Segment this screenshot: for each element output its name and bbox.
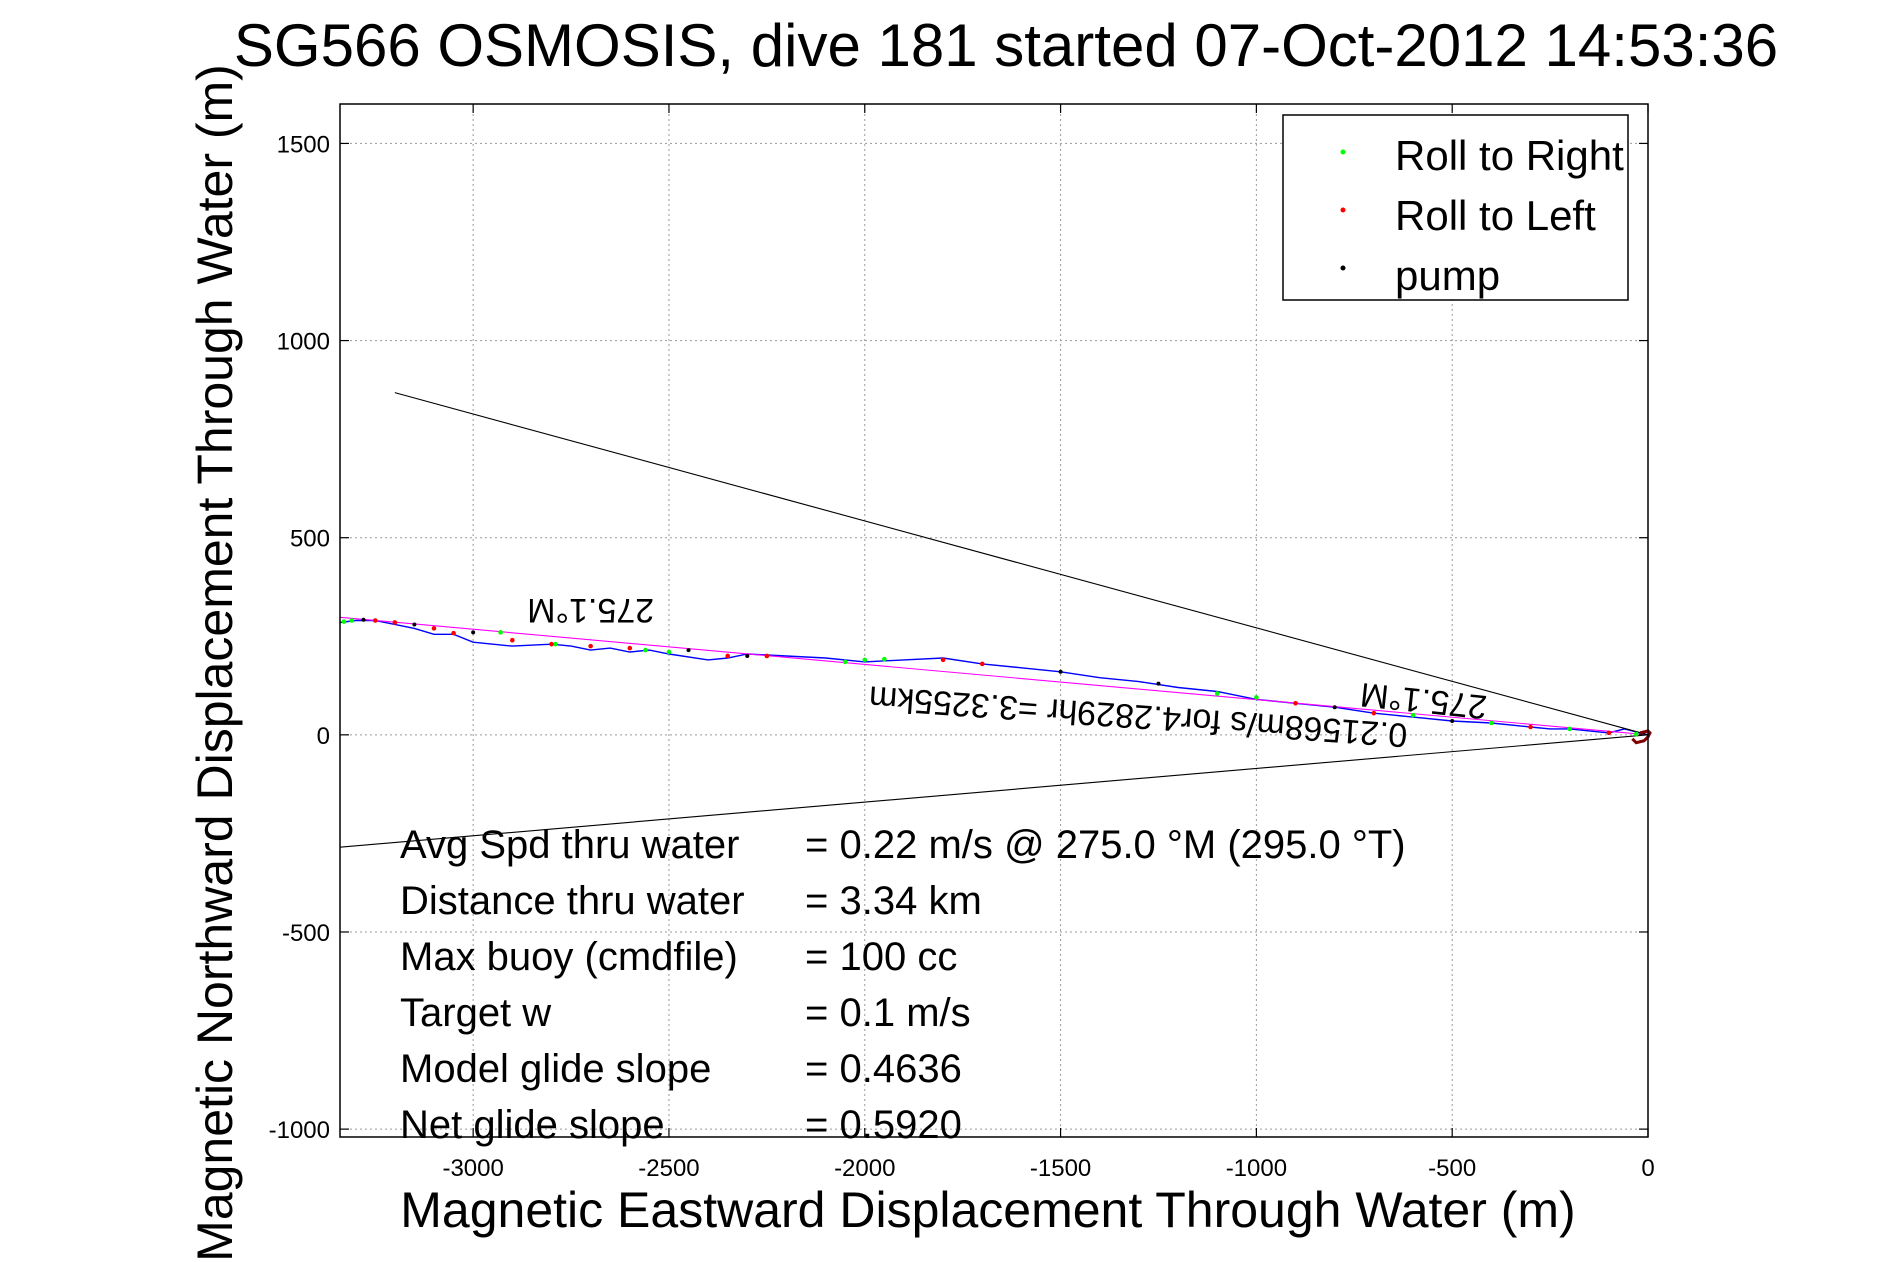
- stat-value-max-buoy: = 100 cc: [805, 935, 957, 979]
- legend-box: [1282, 114, 1629, 301]
- x-tick-label: 0: [1641, 1155, 1654, 1182]
- y-tick-label: 0: [317, 723, 330, 750]
- chart-title: SG566 OSMOSIS, dive 181 started 07-Oct-2…: [234, 12, 1778, 79]
- roll-right-marker: [882, 656, 887, 662]
- roll-left-marker: [392, 620, 398, 625]
- legend-entry-pump: pump: [1340, 252, 1500, 299]
- stat-label-distance: Distance thru water: [400, 879, 745, 923]
- legend-label-pump: pump: [1395, 252, 1500, 299]
- stat-value-distance: = 3.34 km: [805, 879, 982, 923]
- x-tick-label: -3000: [442, 1155, 503, 1182]
- roll-right-marker: [1254, 695, 1259, 700]
- roll-left-marker: [451, 630, 456, 636]
- series-wedge-upper: [394, 392, 1649, 736]
- series-layer: [339, 392, 1649, 848]
- pump-marker: [361, 617, 366, 622]
- roll-right-marker: [349, 618, 355, 623]
- x-axis-label: Magnetic Eastward Displacement Through W…: [400, 1182, 1575, 1238]
- pump-marker: [1450, 719, 1455, 724]
- roll-left-marker: [588, 643, 593, 649]
- heading-annotation: 275.1°M: [527, 591, 654, 629]
- stat-label-max-buoy: Max buoy (cmdfile): [400, 935, 738, 979]
- roll-right-marker: [341, 619, 347, 624]
- legend-entry-roll-to-right: Roll to Right: [1340, 132, 1624, 179]
- x-tick-label: -1500: [1030, 1155, 1091, 1182]
- legend-marker-roll-to-left: [1340, 207, 1346, 213]
- y-tick-label: 1500: [277, 131, 330, 158]
- stat-label-model-glide: Model glide slope: [400, 1047, 711, 1091]
- roll-left-marker: [627, 645, 633, 651]
- roll-left-marker: [1528, 724, 1533, 730]
- x-tick-label: -2500: [638, 1155, 699, 1182]
- legend-label-roll-to-right: Roll to Right: [1395, 132, 1624, 179]
- roll-right-marker: [842, 659, 848, 665]
- x-tick-label: -1000: [1226, 1155, 1287, 1182]
- roll-right-marker: [498, 630, 503, 635]
- y-tick-label: -500: [282, 920, 330, 947]
- y-tick-label: 1000: [277, 329, 330, 356]
- roll-left-marker: [1606, 730, 1612, 736]
- roll-right-marker: [1567, 726, 1572, 732]
- roll-left-marker: [372, 618, 378, 623]
- ticks: -3000 -2500 -2000 -1500 -1000 -500 0 -1000 -500 0…: [269, 104, 1655, 1182]
- roll-left-marker: [1371, 710, 1377, 716]
- roll-right-marker: [1410, 712, 1416, 718]
- roll-left-marker: [979, 661, 985, 667]
- stats-block: Avg Spd thru water = 0.22 m/s @ 275.0 °M…: [400, 823, 1406, 1147]
- roll-right-marker: [862, 657, 868, 663]
- legend-label-roll-to-left: Roll to Left: [1395, 192, 1596, 239]
- grid-lines: [340, 104, 1649, 1137]
- legend: Roll to Right Roll to Left pump: [1282, 114, 1629, 301]
- roll-right-marker: [553, 641, 558, 647]
- x-tick-label: -500: [1428, 1155, 1476, 1182]
- roll-left-marker: [1293, 700, 1298, 706]
- roll-left-marker: [725, 653, 731, 659]
- stat-value-target-w: = 0.1 m/s: [805, 991, 971, 1035]
- roll-right-marker: [1489, 720, 1494, 726]
- stat-value-net-glide: = 0.5920: [805, 1103, 962, 1147]
- roll-right-marker: [1214, 691, 1220, 696]
- roll-right-marker: [643, 647, 648, 653]
- stat-label-avg-speed: Avg Spd thru water: [400, 823, 739, 867]
- pump-marker: [1058, 669, 1063, 674]
- roll-left-marker: [764, 653, 770, 659]
- series-track: [339, 619, 1649, 736]
- series-wedge-lower: [339, 734, 1649, 848]
- pump-marker: [1156, 681, 1161, 686]
- roll-left-marker: [549, 641, 554, 647]
- legend-marker-roll-to-right: [1340, 149, 1346, 155]
- pump-marker: [412, 622, 417, 627]
- y-tick-label: 500: [290, 526, 330, 553]
- pump-marker: [1332, 705, 1337, 710]
- plot-frame: [339, 103, 1649, 1138]
- roll-right-marker: [666, 649, 672, 655]
- series-bearing-line: [339, 616, 1649, 736]
- roll-right-marker: [1633, 731, 1639, 737]
- y-tick-label: -1000: [269, 1117, 330, 1144]
- legend-entry-roll-to-left: Roll to Left: [1340, 192, 1596, 239]
- pump-marker: [686, 648, 691, 653]
- x-tick-label: -2000: [834, 1155, 895, 1182]
- roll-left-marker: [940, 657, 946, 663]
- stat-value-avg-speed: = 0.22 m/s @ 275.0 °M (295.0 °T): [805, 823, 1406, 867]
- stat-label-target-w: Target w: [400, 991, 551, 1035]
- legend-marker-pump: [1340, 265, 1346, 271]
- roll-left-marker: [431, 626, 437, 631]
- pump-marker: [471, 630, 476, 635]
- stat-label-net-glide: Net glide slope: [400, 1103, 665, 1147]
- stat-value-model-glide: = 0.4636: [805, 1047, 962, 1091]
- pump-marker: [745, 653, 750, 658]
- markers-layer: [341, 617, 1652, 745]
- y-axis-label: Magnetic Northward Displacement Through …: [187, 64, 243, 1262]
- roll-left-marker: [510, 637, 515, 643]
